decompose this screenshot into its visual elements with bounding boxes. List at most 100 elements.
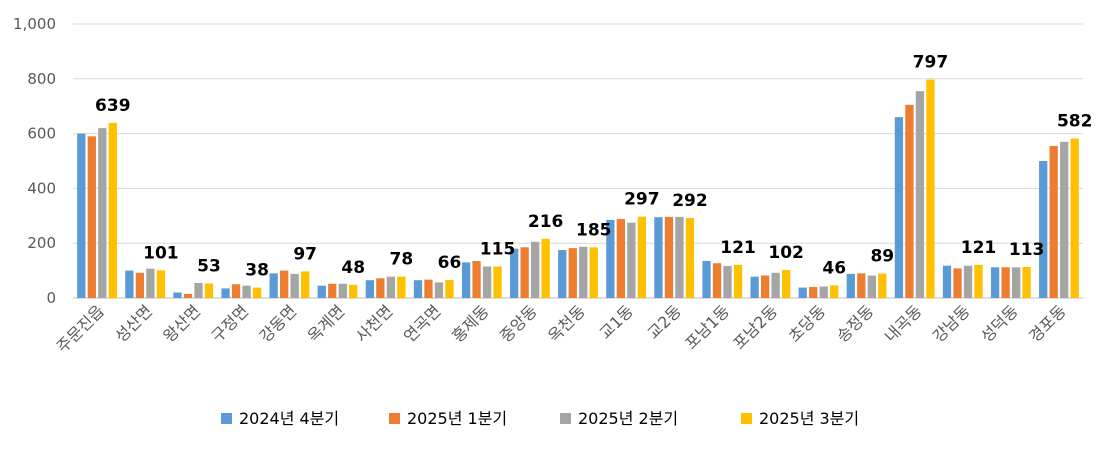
- bar: [974, 264, 983, 298]
- bar: [915, 91, 925, 298]
- bar: [846, 273, 855, 298]
- bar: [87, 136, 96, 298]
- bar: [183, 293, 193, 298]
- category-label: 왕산면: [159, 301, 204, 346]
- data-label: 639: [95, 96, 131, 116]
- y-tick-label: 200: [27, 234, 56, 252]
- bar: [637, 216, 646, 298]
- bar: [1022, 267, 1031, 298]
- bar: [926, 79, 935, 299]
- bar: [702, 261, 711, 298]
- data-label: 101: [143, 243, 179, 263]
- data-label: 185: [576, 220, 612, 240]
- y-tick-label: 600: [27, 125, 56, 143]
- bar: [77, 133, 86, 298]
- bar: [664, 216, 674, 298]
- grid-lines: [73, 23, 1083, 299]
- data-label: 102: [768, 243, 804, 263]
- category-label: 송정동: [833, 301, 878, 346]
- bar: [434, 282, 444, 298]
- legend-entry: 2025년 2분기: [578, 409, 678, 428]
- bar: [723, 265, 732, 298]
- bar: [461, 262, 471, 298]
- bar: [135, 272, 145, 298]
- bar: [413, 280, 423, 298]
- bars: [77, 79, 1079, 299]
- bar: [1049, 145, 1058, 298]
- bar: [1060, 141, 1069, 298]
- data-label: 113: [1009, 240, 1045, 260]
- data-label: 38: [245, 261, 269, 281]
- data-label: 297: [624, 190, 660, 210]
- bar: [221, 288, 230, 298]
- bar: [510, 248, 519, 298]
- bar: [445, 279, 454, 298]
- bar: [280, 270, 289, 298]
- bar: [376, 278, 385, 298]
- category-label: 성덕동: [977, 301, 1022, 346]
- bar: [386, 276, 396, 298]
- bar: [819, 286, 828, 298]
- category-label: 교1동: [595, 301, 636, 342]
- bar: [252, 287, 262, 298]
- category-label: 포남1동: [681, 301, 733, 353]
- legend-entry: 2024년 4분기: [239, 409, 339, 428]
- data-label: 292: [672, 191, 708, 211]
- y-tick-label: 400: [27, 179, 56, 197]
- data-label: 48: [341, 258, 365, 278]
- data-label: 46: [822, 258, 846, 278]
- legend-swatch: [741, 413, 752, 424]
- category-label: 구정면: [207, 301, 252, 346]
- bar: [589, 247, 598, 298]
- bar: [771, 272, 780, 298]
- bar: [942, 265, 952, 298]
- bar: [98, 128, 107, 298]
- bar: [675, 216, 684, 298]
- bar: [760, 275, 770, 298]
- data-label: 216: [528, 212, 564, 232]
- y-tick-label: 800: [27, 70, 56, 88]
- data-label: 89: [870, 247, 894, 267]
- bar: [269, 273, 278, 298]
- bar: [541, 238, 550, 298]
- legend: 2024년 4분기 2025년 1분기 2025년 2분기 2025년 3분기: [221, 409, 859, 428]
- category-label: 연곡면: [400, 301, 445, 346]
- category-label: 교2동: [644, 301, 685, 342]
- bar: [830, 285, 839, 298]
- bar: [531, 241, 540, 298]
- category-label: 초당동: [785, 301, 830, 346]
- bar: [424, 279, 433, 298]
- data-label: 78: [390, 250, 414, 270]
- bar: [397, 276, 406, 298]
- bar: [482, 266, 492, 298]
- bar: [857, 273, 866, 298]
- bar: [156, 270, 166, 298]
- data-labels: 639 101 53 38 97 48 78 66 115 216 185 297 292 121 102 4…: [95, 53, 1092, 281]
- bar: [953, 268, 962, 298]
- category-label: 홍제동: [448, 301, 493, 346]
- bar: [685, 217, 695, 298]
- bar: [568, 248, 577, 298]
- data-label: 115: [480, 239, 516, 259]
- bar: [328, 283, 337, 298]
- category-label: 중앙동: [496, 301, 541, 346]
- bar: [108, 122, 117, 298]
- bar: [878, 273, 887, 298]
- category-label: 사천면: [352, 301, 397, 346]
- category-label: 포남2동: [729, 301, 781, 353]
- bar: [125, 270, 134, 298]
- bar: [990, 267, 1000, 298]
- data-label: 121: [720, 238, 756, 258]
- bar: [1001, 267, 1010, 298]
- bar: [146, 268, 155, 298]
- data-label: 582: [1057, 112, 1093, 132]
- bar: [905, 104, 914, 298]
- category-label: 강남동: [929, 301, 974, 346]
- bar: [1070, 138, 1079, 298]
- y-tick-label: 0: [46, 289, 56, 307]
- category-label: 경포동: [1025, 301, 1070, 346]
- y-axis-ticks: 0 200 400 600 800 1,000: [13, 15, 56, 307]
- bar: [520, 247, 529, 298]
- y-tick-label: 1,000: [13, 15, 56, 33]
